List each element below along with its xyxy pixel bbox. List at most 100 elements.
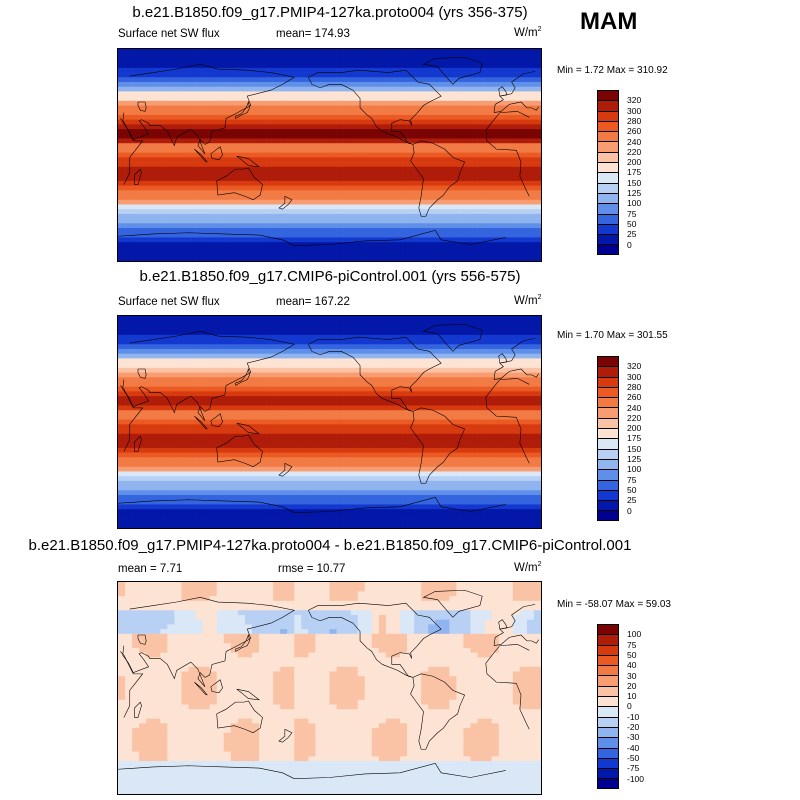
colorbar-label: -10	[627, 711, 640, 722]
colorbar-label: 100	[627, 464, 642, 475]
panel-3-rmse-label: rmse = 10.77	[278, 563, 346, 575]
coastline	[294, 763, 506, 779]
coastline	[120, 118, 144, 185]
panel-2-left-label: Surface net SW flux	[118, 296, 220, 308]
panel-2-title: b.e21.B1850.f09_g17.CMIP6-piControl.001 …	[139, 268, 521, 285]
coastline	[118, 765, 295, 779]
colorbar-swatch	[597, 510, 619, 521]
panel-3-colorbar: 100 75 50 40 30 20 10 0 -10 -20 -30 -40 -50 -75 -100	[597, 624, 657, 794]
coastline	[210, 146, 223, 161]
colorbar-label: 50	[627, 218, 637, 229]
colorbar-swatch	[597, 428, 619, 439]
coastline	[308, 69, 442, 145]
colorbar-label: 100	[627, 629, 642, 640]
coastline	[134, 701, 142, 718]
coastline	[422, 589, 483, 618]
colorbar-label: -100	[627, 773, 645, 784]
colorbar-label: 75	[627, 474, 637, 485]
panel-1-unit: W/m2	[514, 26, 542, 39]
colorbar-label: 220	[627, 146, 642, 157]
coastline	[122, 64, 296, 155]
coastline	[236, 688, 261, 701]
panel-2-colorbar: 320 300 280 260 240 220 200 175 150 125 100 75 50 25 0	[597, 356, 657, 526]
coastline	[493, 338, 536, 380]
colorbar-swatch	[597, 120, 619, 132]
colorbar-label: 25	[627, 229, 637, 240]
colorbar-swatch	[597, 479, 619, 490]
coastline	[485, 397, 530, 464]
colorbar-swatch	[597, 644, 619, 655]
colorbar-label: 320	[627, 361, 642, 372]
colorbar-swatch	[597, 469, 619, 480]
panel-3-unit: W/m2	[514, 561, 542, 574]
colorbar-swatch	[597, 489, 619, 501]
coastline	[216, 700, 263, 734]
coastline	[210, 679, 223, 694]
colorbar-swatch	[597, 438, 619, 449]
colorbar-swatch	[597, 397, 619, 408]
colorbar-swatch	[597, 366, 619, 377]
coastline	[493, 101, 539, 113]
coastline	[493, 368, 539, 380]
coastline	[485, 130, 530, 197]
colorbar-swatch	[597, 726, 619, 738]
colorbar-swatch	[597, 203, 619, 214]
coastline	[410, 407, 466, 484]
colorbar-swatch	[597, 654, 619, 666]
colorbar-label: 260	[627, 392, 642, 403]
colorbar-swatch	[597, 356, 619, 367]
colorbar-swatch	[597, 747, 619, 758]
panel-3-map	[117, 581, 542, 795]
panel-1-colorbar: 320 300 280 260 240 220 200 175 150 125 100 75 50 25 0	[597, 90, 657, 260]
coastline	[493, 604, 536, 646]
coastline	[216, 167, 263, 201]
coastline	[210, 413, 223, 428]
colorbar-label: 0	[627, 701, 632, 712]
season-label: MAM	[580, 8, 638, 35]
colorbar-label: -75	[627, 763, 640, 774]
coastline	[122, 331, 296, 422]
coastline	[498, 86, 508, 97]
field-cells	[118, 49, 541, 261]
colorbar-swatch	[597, 376, 619, 387]
colorbar-swatch	[597, 634, 619, 645]
colorbar-swatch	[597, 407, 619, 418]
colorbar-swatch	[597, 141, 619, 152]
colorbar-label: 50	[627, 484, 637, 495]
panel-3-minmax: Min = -58.07 Max = 59.03	[557, 599, 671, 610]
coastline	[493, 71, 536, 113]
coastline	[278, 728, 293, 743]
colorbar-swatch	[597, 448, 619, 459]
colorbar-swatch	[597, 182, 619, 193]
colorbar-label: 30	[627, 670, 637, 681]
coastline	[236, 422, 261, 435]
colorbar-label: 20	[627, 680, 637, 691]
coastline	[134, 168, 142, 185]
coastline	[216, 434, 263, 468]
colorbar-swatch	[597, 500, 619, 511]
coastline	[236, 155, 261, 168]
coastline	[235, 633, 250, 652]
colorbar-label: 280	[627, 115, 642, 126]
colorbar-swatch	[597, 737, 619, 748]
colorbar-swatch	[597, 768, 619, 779]
colorbar-label: -40	[627, 742, 640, 753]
colorbar-swatch	[597, 417, 619, 429]
coastline	[137, 368, 147, 379]
panel-2-map	[117, 315, 542, 529]
coastline	[410, 673, 466, 750]
colorbar-swatch	[597, 706, 619, 717]
field-cells	[118, 582, 541, 794]
colorbar-label: 300	[627, 371, 642, 382]
coastline	[294, 230, 506, 246]
panel-2-minmax: Min = 1.70 Max = 301.55	[557, 330, 668, 341]
coastline	[498, 619, 508, 630]
colorbar-label: 10	[627, 691, 637, 702]
colorbar-swatch	[597, 244, 619, 255]
coastline	[422, 56, 483, 85]
field-cells	[118, 316, 541, 528]
coastline	[122, 597, 296, 688]
colorbar-label: 300	[627, 105, 642, 116]
colorbar-swatch	[597, 675, 619, 686]
coastline	[294, 497, 506, 513]
